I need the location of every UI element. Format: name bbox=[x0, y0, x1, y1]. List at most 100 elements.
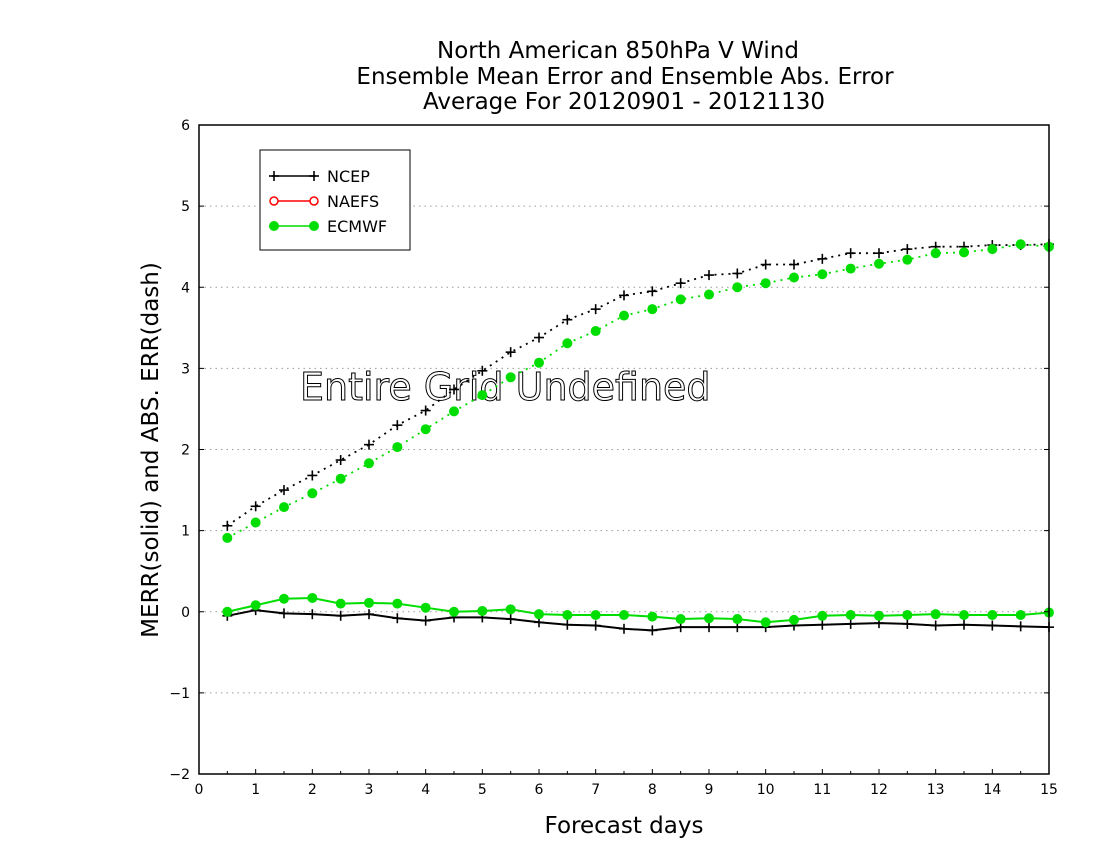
title-line-1: North American 850hPa V Wind bbox=[437, 38, 799, 64]
ecmwf-mean-error-point bbox=[647, 611, 658, 622]
ecmwf-abs-error-point bbox=[222, 532, 233, 543]
ecmwf-mean-error-point bbox=[307, 592, 318, 603]
ncep-abs-error-point bbox=[789, 259, 799, 270]
ncep-abs-error-point bbox=[279, 485, 289, 496]
legend-item-ncep: NCEP bbox=[269, 167, 370, 186]
ecmwf-mean-error-point bbox=[449, 606, 459, 617]
x-tick-label: 5 bbox=[478, 782, 487, 798]
legend-box bbox=[259, 149, 411, 251]
x-tick-label: 3 bbox=[365, 782, 374, 798]
ecmwf-mean-error-point bbox=[534, 609, 544, 620]
ncep-abs-error-point bbox=[392, 420, 403, 431]
y-tick-label: 6 bbox=[181, 118, 190, 134]
ecmwf-mean-error-point bbox=[732, 614, 743, 625]
x-tick-label: 11 bbox=[813, 782, 831, 798]
y-axis-label: MERR(solid) and ABS. ERR(dash) bbox=[138, 262, 164, 638]
ncep-abs-error-point bbox=[562, 314, 573, 325]
ncep-abs-error-point bbox=[534, 332, 544, 343]
ecmwf-mean-error-point bbox=[789, 614, 799, 625]
ncep-mean-error-point bbox=[364, 609, 374, 620]
legend-item-naefs: NAEFS bbox=[269, 192, 379, 211]
legend-label: NCEP bbox=[327, 167, 370, 186]
ecmwf-abs-error-point bbox=[505, 372, 516, 383]
ncep-abs-error-point bbox=[590, 304, 601, 315]
ecmwf-abs-error-point bbox=[449, 406, 459, 417]
ecmwf-abs-error-point bbox=[817, 269, 828, 280]
ecmwf-mean-error-line bbox=[227, 596, 1050, 624]
ecmwf-mean-error-point bbox=[675, 614, 686, 625]
ecmwf-abs-error-point bbox=[335, 473, 346, 484]
x-tick-label: 8 bbox=[648, 782, 657, 798]
ecmwf-abs-error-point bbox=[675, 294, 686, 305]
ecmwf-abs-error-point bbox=[959, 247, 969, 258]
ecmwf-abs-error-point bbox=[619, 310, 629, 321]
ncep-mean-error-point bbox=[562, 619, 573, 630]
legend-marker bbox=[309, 221, 319, 231]
ecmwf-abs-error-point bbox=[420, 424, 431, 435]
ecmwf-abs-error-point bbox=[732, 282, 743, 293]
ncep-abs-error-point bbox=[250, 501, 261, 512]
ncep-mean-error-point bbox=[505, 614, 516, 625]
ncep-mean-error-point bbox=[987, 620, 998, 631]
ecmwf-mean-error-point bbox=[959, 609, 969, 620]
series-layer bbox=[222, 239, 1054, 636]
ecmwf-mean-error-point bbox=[505, 604, 516, 615]
x-tick-label: 13 bbox=[927, 782, 945, 798]
ncep-mean-error-point bbox=[959, 619, 969, 630]
undefined-grid-annotation: Entire Grid Undefined bbox=[300, 365, 711, 409]
ecmwf-mean-error-point bbox=[845, 609, 856, 620]
ncep-mean-error-point bbox=[647, 625, 658, 636]
ecmwf-mean-error-point bbox=[335, 598, 346, 609]
ecmwf-mean-error-point bbox=[222, 606, 233, 617]
legend-label: NAEFS bbox=[327, 192, 379, 211]
y-tick-label: −2 bbox=[169, 767, 190, 783]
ncep-abs-error-point bbox=[874, 248, 884, 259]
ecmwf-mean-error-point bbox=[874, 610, 884, 621]
ncep-abs-error-point bbox=[760, 259, 771, 270]
y-tick-label: 1 bbox=[181, 524, 190, 540]
ncep-abs-error-point bbox=[420, 405, 431, 416]
ncep-mean-error-point bbox=[704, 622, 714, 633]
y-tick-label: 3 bbox=[181, 361, 190, 377]
ncep-abs-error-point bbox=[335, 455, 346, 466]
ncep-abs-error-point bbox=[307, 470, 318, 481]
ncep-mean-error-point bbox=[619, 623, 629, 634]
ecmwf-abs-error-point bbox=[477, 390, 488, 401]
ecmwf-abs-error-point bbox=[647, 304, 658, 315]
ncep-abs-error-point bbox=[704, 270, 714, 281]
ecmwf-mean-error-point bbox=[1015, 609, 1026, 620]
ncep-abs-error-point bbox=[675, 278, 686, 289]
x-tick-label: 4 bbox=[421, 782, 430, 798]
legend-marker bbox=[269, 196, 279, 206]
x-axis-label: Forecast days bbox=[545, 813, 704, 839]
ncep-abs-error-point bbox=[449, 384, 459, 395]
ecmwf-mean-error-point bbox=[987, 609, 998, 620]
ecmwf-mean-error-point bbox=[250, 600, 261, 611]
x-tick-label: 0 bbox=[195, 782, 204, 798]
ecmwf-mean-error-point bbox=[477, 605, 488, 616]
legend-label: ECMWF bbox=[327, 217, 387, 236]
ecmwf-mean-error-point bbox=[364, 597, 374, 608]
ncep-abs-error-point bbox=[619, 290, 629, 301]
ecmwf-mean-error-point bbox=[420, 602, 431, 613]
ecmwf-mean-error-point bbox=[817, 610, 828, 621]
ncep-mean-error-point bbox=[845, 618, 856, 629]
ncep-abs-error-point bbox=[222, 520, 233, 531]
ecmwf-abs-error-point bbox=[1015, 239, 1026, 250]
ncep-mean-error-point bbox=[279, 608, 289, 619]
ncep-mean-error-point bbox=[902, 618, 913, 629]
chart-title: North American 850hPa V Wind Ensemble Me… bbox=[356, 38, 894, 115]
ecmwf-abs-error-point bbox=[987, 244, 998, 255]
ecmwf-abs-error-point bbox=[874, 258, 884, 269]
y-tick-label: 2 bbox=[181, 443, 190, 459]
x-tick-label: 1 bbox=[251, 782, 260, 798]
x-tick-label: 9 bbox=[705, 782, 714, 798]
ecmwf-abs-error-point bbox=[930, 248, 941, 259]
ecmwf-mean-error-point bbox=[902, 609, 913, 620]
ncep-abs-error-point bbox=[505, 347, 516, 358]
legend-marker bbox=[309, 171, 319, 181]
ncep-mean-error-line bbox=[227, 609, 1050, 632]
ncep-abs-error-point bbox=[817, 253, 828, 264]
ecmwf-mean-error-point bbox=[590, 609, 601, 620]
